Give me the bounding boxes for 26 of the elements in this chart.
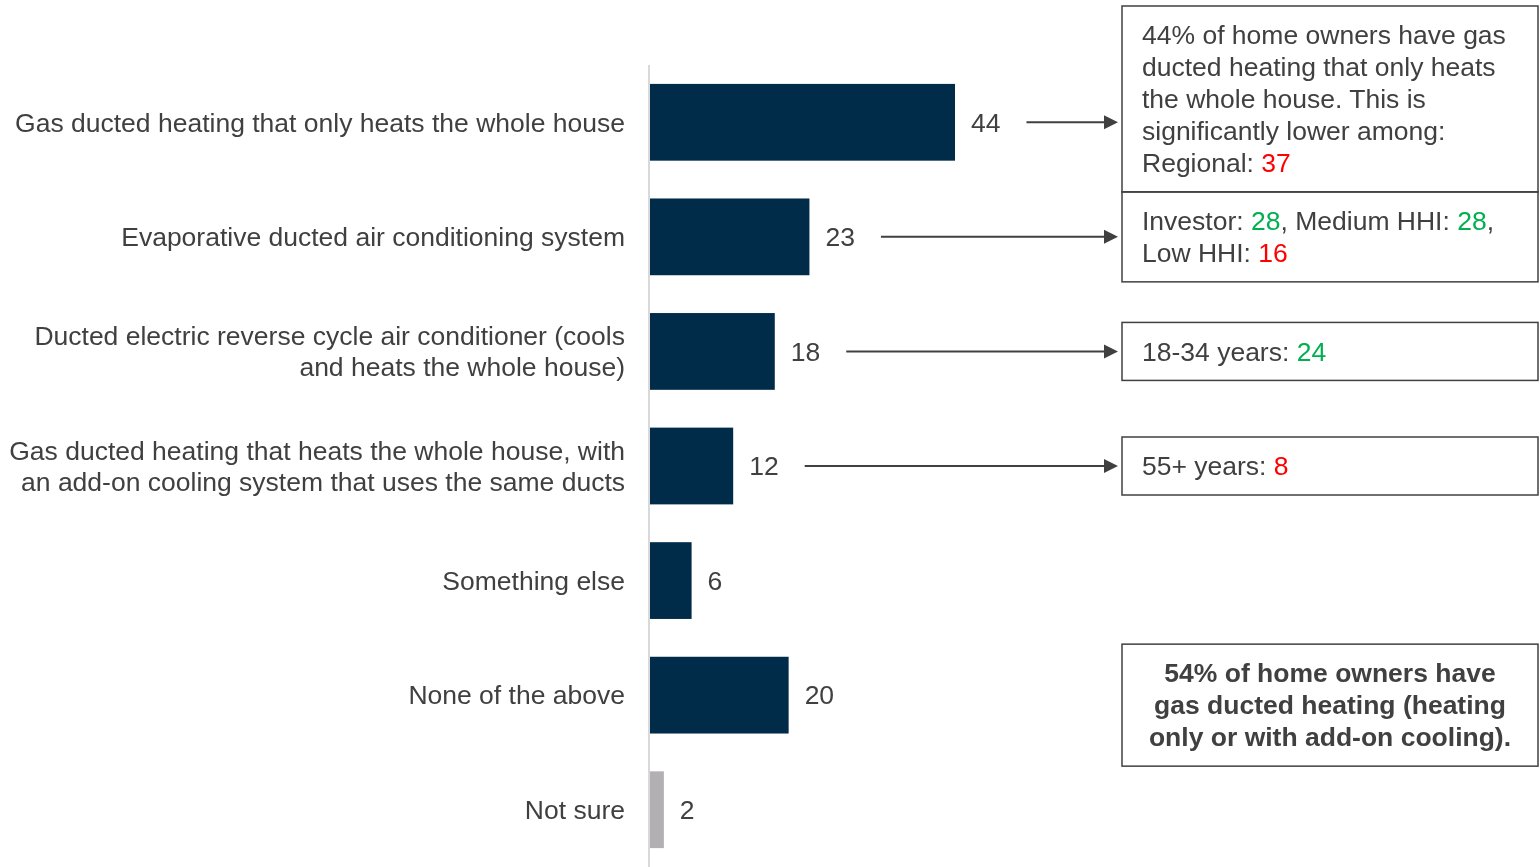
data-label: 18 xyxy=(790,336,821,367)
y-tick-label: Gas ducted heating that only heats the whole house xyxy=(15,107,625,138)
text: 44% of home owners have gas ducted heating that only heats the whole house. This is significantly lower among: Regional: 37 xyxy=(1142,20,1506,179)
data-label: 44 xyxy=(971,107,1001,138)
text: 18-34 years: 24 xyxy=(1142,336,1327,367)
data-label: 2 xyxy=(679,794,695,825)
text: 55+ years: 8 xyxy=(1142,451,1289,482)
y-tick-label: Ducted electric reverse cycle air conditioner (cools and heats the whole house) xyxy=(34,321,625,383)
text: 54% of home owners have gas ducted heating (heating only or with add-on cooling). xyxy=(1148,658,1512,753)
bar xyxy=(650,542,692,619)
y-tick-label: Not sure xyxy=(524,794,625,825)
data-label: 20 xyxy=(804,680,835,711)
data-label: 12 xyxy=(749,451,779,482)
y-tick-label: None of the above xyxy=(408,680,625,711)
y-tick-label: Gas ducted heating that heats the whole house, with an add-on cooling system that uses the same ducts xyxy=(9,435,625,497)
bar xyxy=(650,771,664,849)
bar xyxy=(650,656,789,734)
bar xyxy=(650,83,955,161)
data-label: 23 xyxy=(825,222,855,253)
bar xyxy=(650,198,810,276)
y-tick-label: Something else xyxy=(442,565,625,596)
data-label: 6 xyxy=(707,565,723,596)
bar xyxy=(650,313,775,390)
y-tick-label: Evaporative ducted air conditioning system xyxy=(121,222,625,253)
bar xyxy=(650,427,734,505)
text: Investor: 28, Medium HHI: 28, Low HHI: 16 xyxy=(1142,206,1495,269)
